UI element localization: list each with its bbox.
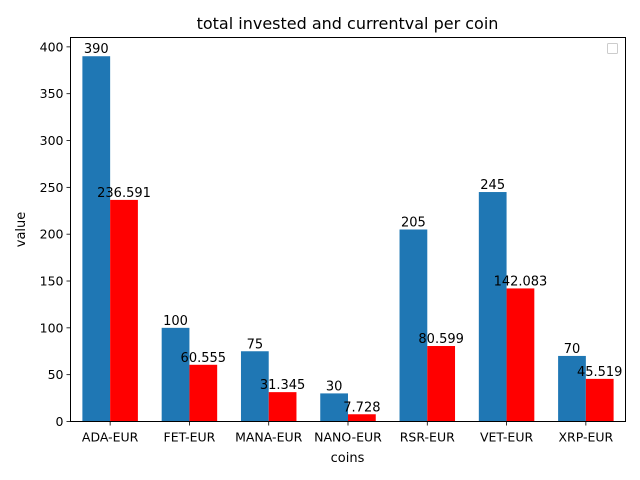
data-label-1-nano-eur: 30 [326, 379, 343, 394]
bar-1-fet-eur [161, 327, 190, 422]
plot-frame [70, 37, 626, 422]
x-axis-label: coins [331, 451, 365, 466]
bar-2-rsr-eur [427, 346, 456, 422]
bar-2-vet-eur [506, 288, 535, 422]
data-label-1-ada-eur: 390 [84, 42, 109, 57]
data-label-2-xrp-eur: 45.519 [577, 365, 623, 380]
data-label-2-fet-eur: 60.555 [181, 351, 227, 366]
bar-1-rsr-eur [399, 229, 428, 422]
y-tick-label: 200 [40, 227, 64, 242]
data-label-2-rsr-eur: 80.599 [418, 332, 464, 347]
bar-1-ada-eur [82, 56, 111, 422]
chart-title: total invested and currentval per coin [197, 14, 499, 33]
data-label-1-xrp-eur: 70 [564, 342, 581, 357]
y-tick-label: 250 [40, 180, 64, 195]
bar-2-fet-eur [189, 364, 218, 422]
x-tick-label: XRP-EUR [558, 430, 613, 445]
x-tick-label: FET-EUR [164, 430, 216, 445]
x-tick-label: VET-EUR [480, 430, 533, 445]
data-label-1-mana-eur: 75 [247, 337, 264, 352]
bar-2-nano-eur [348, 414, 376, 422]
x-tick-label: RSR-EUR [400, 430, 455, 445]
data-label-2-vet-eur: 142.083 [494, 274, 548, 289]
bar-2-mana-eur [268, 392, 297, 422]
legend-box [607, 43, 618, 54]
y-tick-label: 300 [40, 133, 64, 148]
x-tick-label: NANO-EUR [314, 430, 382, 445]
data-label-1-fet-eur: 100 [163, 314, 188, 329]
x-tick-label: ADA-EUR [82, 430, 139, 445]
y-tick-label: 0 [56, 414, 64, 429]
data-label-2-nano-eur: 7.728 [343, 400, 380, 415]
y-tick-label: 100 [40, 320, 64, 335]
data-label-2-ada-eur: 236.591 [97, 186, 151, 201]
y-tick-label: 50 [48, 367, 64, 382]
bar-2-ada-eur [110, 199, 138, 422]
x-tick-label: MANA-EUR [235, 430, 303, 445]
bar-1-mana-eur [240, 351, 269, 422]
y-tick-label: 150 [40, 274, 64, 289]
data-label-2-mana-eur: 31.345 [260, 378, 306, 393]
bar-1-nano-eur [320, 393, 348, 422]
bar-1-xrp-eur [558, 355, 586, 422]
data-label-1-vet-eur: 245 [480, 178, 505, 193]
y-tick-label: 400 [40, 39, 64, 54]
bar-2-xrp-eur [585, 378, 614, 422]
y-axis-label: value [14, 212, 29, 248]
bar-1-vet-eur [478, 192, 507, 422]
data-label-1-rsr-eur: 205 [401, 216, 426, 231]
y-tick-label: 350 [40, 86, 64, 101]
plot-area: 390 100 75 30 205 245 70 236.591 60.555 31.345 7.7… [40, 39, 623, 444]
